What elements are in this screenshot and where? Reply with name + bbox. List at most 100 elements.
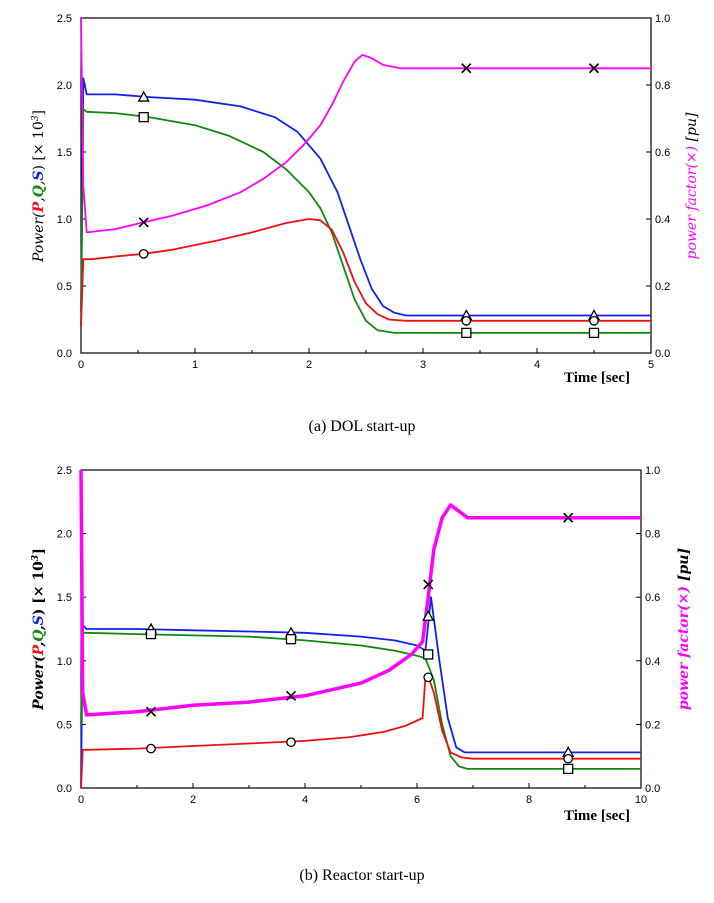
y-label-P: P xyxy=(31,644,47,656)
y-tick-label: 2.5 xyxy=(57,13,72,25)
marker-circle xyxy=(563,753,574,764)
marker-square xyxy=(423,649,434,660)
marker-circle xyxy=(461,315,472,326)
series-line-Q xyxy=(80,108,651,334)
marker-circle xyxy=(423,672,434,683)
x-tick-label: 3 xyxy=(420,359,426,371)
y-tick-label: 1.0 xyxy=(57,656,72,668)
series-line-P xyxy=(80,675,641,789)
y2-tick-label: 1.0 xyxy=(655,13,670,25)
x-tick-label: 0 xyxy=(78,359,84,371)
y-label-sup: 3 xyxy=(31,555,41,561)
figure-caption: (a) DOL start-up xyxy=(309,418,416,435)
x-axis-label: Time [sec] xyxy=(564,808,630,824)
series-line-P xyxy=(80,218,651,327)
marker-triangle xyxy=(422,609,435,621)
x-tick-label: 5 xyxy=(648,359,654,371)
y2-tick-label: 0.4 xyxy=(645,656,660,668)
x-tick-label: 4 xyxy=(534,359,540,371)
marker-x xyxy=(285,690,297,701)
y2-label-unit: [pu] xyxy=(684,112,700,141)
y-tick-label: 2.5 xyxy=(57,465,72,477)
y-tick-label: 0.5 xyxy=(57,281,72,293)
marker-square xyxy=(563,763,574,775)
y2-tick-label: 0.8 xyxy=(645,529,660,541)
y-label-S: S xyxy=(31,615,47,625)
marker-circle xyxy=(146,743,156,754)
y-label-prefix: Power( xyxy=(31,212,47,263)
marker-triangle xyxy=(137,90,150,102)
y-label-S: S xyxy=(31,171,47,181)
y-tick-label: 2.0 xyxy=(57,529,72,541)
y-axis-label: Power(P,Q,S) [× 103] xyxy=(31,110,47,263)
marker-square xyxy=(138,112,149,123)
marker-square xyxy=(461,327,472,339)
y2-tick-label: 0.6 xyxy=(655,147,670,159)
y-label-Q: Q xyxy=(31,630,47,642)
y2-tick-label: 0.6 xyxy=(645,592,660,604)
x-tick-label: 1 xyxy=(192,359,198,371)
y-label-c2: , xyxy=(31,625,47,631)
y-label-sup: 3 xyxy=(31,115,41,121)
x-tick-label: 4 xyxy=(302,794,308,806)
y-tick-label: 1.5 xyxy=(57,592,72,604)
y-tick-label: 0.0 xyxy=(57,348,72,360)
y2-label-unit: [pu] xyxy=(676,548,692,582)
x-tick-label: 10 xyxy=(635,794,647,806)
series-line-S xyxy=(80,77,651,317)
marker-x xyxy=(563,512,574,523)
y2-label-main: power factor(×) xyxy=(684,141,700,259)
marker-x xyxy=(588,63,600,74)
chart-panel-b: 0 2 4 6 8 100.00.51.01.52.02.50.00.20.40.60.8… xyxy=(31,465,692,884)
y-tick-label: 1.5 xyxy=(57,147,72,159)
y-label-suffix: ) [× 10 xyxy=(31,121,47,170)
x-tick-label: 2 xyxy=(190,794,196,806)
y-label-Q: Q xyxy=(31,185,47,197)
y2-tick-label: 1.0 xyxy=(645,465,660,477)
y-label-c2: , xyxy=(31,181,47,185)
y2-tick-label: 0.8 xyxy=(655,80,670,92)
series-line-pf xyxy=(79,469,641,717)
y-tick-label: 0.0 xyxy=(57,783,72,795)
y-tick-label: 0.5 xyxy=(57,719,72,731)
y-label-c1: , xyxy=(31,197,47,201)
y-tick-label: 2.0 xyxy=(57,80,72,92)
x-axis-label: Time [sec] xyxy=(564,370,630,386)
marker-x xyxy=(145,706,157,717)
y2-label-main: power factor(×) xyxy=(676,581,692,710)
x-tick-label: 6 xyxy=(414,794,420,806)
y2-axis-label: power factor(×) [pu] xyxy=(684,112,700,259)
marker-circle xyxy=(589,315,599,326)
marker-circle xyxy=(286,737,296,748)
y2-tick-label: 0.0 xyxy=(655,348,670,360)
figure-caption: (b) Reactor start-up xyxy=(299,867,424,884)
y-label-P: P xyxy=(31,201,47,213)
marker-x xyxy=(461,63,472,74)
x-tick-label: 0 xyxy=(78,794,84,806)
y-label-end: ] xyxy=(31,110,47,115)
y-label-c1: , xyxy=(31,642,47,648)
y2-tick-label: 0.2 xyxy=(655,281,670,293)
series-line-pf xyxy=(80,17,651,234)
marker-x xyxy=(138,217,149,228)
x-tick-label: 2 xyxy=(306,359,312,371)
y2-axis-label: power factor(×) [pu] xyxy=(676,548,692,711)
marker-x xyxy=(423,579,434,590)
marker-square xyxy=(145,628,157,640)
series-line-S xyxy=(80,596,641,789)
marker-square xyxy=(285,634,297,645)
marker-circle xyxy=(138,248,149,259)
series-line-Q xyxy=(80,631,641,770)
y-label-prefix: Power( xyxy=(31,654,47,711)
y-tick-label: 1.0 xyxy=(57,214,72,226)
y2-tick-label: 0.0 xyxy=(645,783,660,795)
y2-tick-label: 0.4 xyxy=(655,214,670,226)
y-axis-label: Power(P,Q,S) [× 103] xyxy=(31,548,47,711)
chart-panel-a: 0 1 2 3 4 50.00.51.01.52.02.50.00.20.40.60.81… xyxy=(31,13,700,435)
marker-square xyxy=(588,327,600,339)
x-tick-label: 8 xyxy=(526,794,532,806)
y-label-end: ] xyxy=(31,548,47,555)
y-label-suffix: ) [× 10 xyxy=(31,561,47,615)
y2-tick-label: 0.2 xyxy=(645,719,660,731)
